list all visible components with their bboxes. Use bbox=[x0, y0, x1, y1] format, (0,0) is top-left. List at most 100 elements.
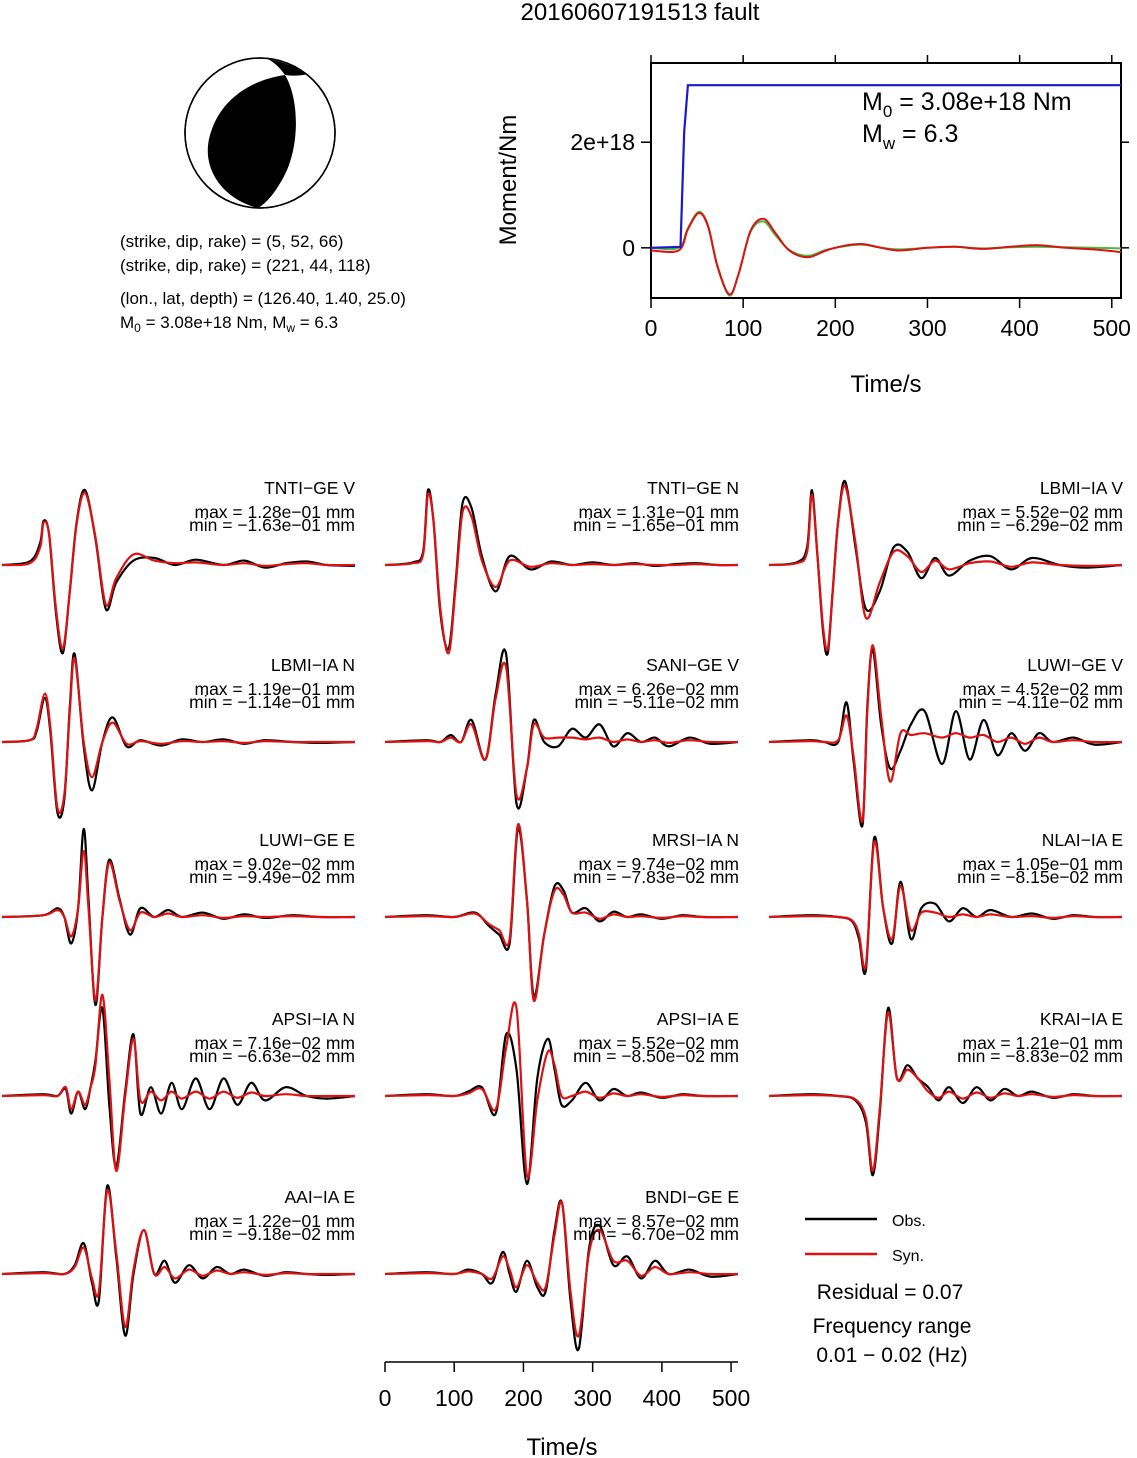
trace-max-label: max = 7.16e−02 mm bbox=[195, 1033, 356, 1053]
synthetic-waveform bbox=[384, 823, 739, 1002]
trace-max-label: max = 5.52e−02 mm bbox=[963, 502, 1124, 522]
residual-text: Residual = 0.07 bbox=[817, 1281, 964, 1304]
moment-xtick-label: 500 bbox=[1093, 315, 1131, 341]
trace-station-label: AAI−IA E bbox=[284, 1187, 355, 1207]
frequency-label: Frequency range bbox=[813, 1315, 972, 1338]
moment-ticks: 0 100 200 300 400 500 0 2e+18 bbox=[570, 55, 1131, 341]
frequency-value: 0.01 − 0.02 (Hz) bbox=[816, 1344, 967, 1367]
trace-station-label: LUWI−GE E bbox=[259, 830, 355, 850]
trace-station-label: TNTI−GE N bbox=[647, 478, 739, 498]
trace-max-label: max = 9.74e−02 mm bbox=[579, 854, 740, 874]
trace-min-label: min = −8.50e−02 mm bbox=[573, 1046, 739, 1066]
waveform-xtick-label: 100 bbox=[435, 1385, 473, 1411]
trace-station-label: NLAI−IA E bbox=[1042, 830, 1123, 850]
beachball-compressional-lens bbox=[207, 75, 296, 208]
moment-lines bbox=[650, 84, 1122, 297]
synthetic-waveform bbox=[1, 849, 356, 1002]
nodal-plane-1: (strike, dip, rake) = (5, 52, 66) bbox=[120, 232, 343, 251]
synthetic-waveform bbox=[1, 491, 356, 650]
moment-text: M0 = 3.08e+18 Nm, Mw = 6.3 bbox=[120, 313, 338, 335]
trace-max-label: max = 9.02e−02 mm bbox=[195, 854, 356, 874]
moment-xtick-label: 300 bbox=[908, 315, 946, 341]
synthetic-waveform bbox=[768, 1011, 1123, 1172]
trace-max-label: max = 1.21e−01 mm bbox=[963, 1033, 1124, 1053]
trace-max-label: max = 1.28e−01 mm bbox=[195, 502, 356, 522]
synthetic-waveform bbox=[1, 1188, 355, 1328]
trace-min-label: min = −6.29e−02 mm bbox=[957, 515, 1123, 535]
trace-max-label: max = 6.26e−02 mm bbox=[579, 679, 740, 699]
waveform-xlabel: Time/s bbox=[526, 1434, 597, 1458]
synthetic-waveform bbox=[384, 492, 739, 655]
moment-xtick-label: 100 bbox=[724, 315, 762, 341]
synthetic-waveform bbox=[1, 657, 355, 815]
synthetic-waveform bbox=[384, 1001, 739, 1179]
moment-ytick-label: 0 bbox=[622, 235, 635, 261]
moment-annotation-mw: Mw = 6.3 bbox=[862, 120, 958, 153]
legend: Obs. Syn. bbox=[805, 1213, 926, 1265]
trace-max-label: max = 1.31e−01 mm bbox=[579, 502, 740, 522]
nodal-plane-2: (strike, dip, rake) = (221, 44, 118) bbox=[120, 256, 371, 275]
location-text: (lon., lat, depth) = (126.40, 1.40, 25.0… bbox=[120, 289, 406, 308]
synthetic-waveform bbox=[384, 661, 739, 801]
trace-max-label: max = 8.57e−02 mm bbox=[579, 1211, 740, 1231]
synthetic-waveform bbox=[768, 644, 1123, 823]
trace-min-label: min = −9.18e−02 mm bbox=[189, 1224, 355, 1244]
moment-ytick-label: 2e+18 bbox=[570, 129, 635, 155]
waveform-xtick-label: 500 bbox=[712, 1385, 750, 1411]
trace-min-label: min = −8.83e−02 mm bbox=[957, 1046, 1123, 1066]
moment-rate-red-line bbox=[650, 212, 1122, 296]
trace-max-label: max = 1.19e−01 mm bbox=[195, 679, 356, 699]
trace-min-label: min = −5.11e−02 mm bbox=[574, 692, 739, 712]
synthetic-waveform bbox=[1, 993, 355, 1172]
trace-station-label: MRSI−IA N bbox=[652, 830, 739, 850]
trace-station-label: KRAI−IA E bbox=[1040, 1009, 1123, 1029]
synthetic-waveform bbox=[768, 840, 1123, 970]
trace-min-label: min = −1.63e−01 mm bbox=[189, 515, 355, 535]
beachball-compressional-wedge bbox=[268, 59, 308, 76]
legend-syn-label: Syn. bbox=[892, 1248, 924, 1265]
synthetic-waveform bbox=[768, 484, 1123, 652]
trace-min-label: min = −8.15e−02 mm bbox=[957, 867, 1123, 887]
moment-rate-green-line bbox=[650, 210, 1122, 297]
trace-min-label: min = −6.63e−02 mm bbox=[189, 1046, 355, 1066]
trace-station-label: TNTI−GE V bbox=[264, 478, 355, 498]
beachball bbox=[184, 57, 336, 209]
trace-min-label: min = −1.14e−01 mm bbox=[189, 692, 355, 712]
waveform-xtick-label: 400 bbox=[643, 1385, 681, 1411]
legend-obs-label: Obs. bbox=[892, 1213, 926, 1230]
moment-xtick-label: 400 bbox=[1000, 315, 1038, 341]
trace-station-label: SANI−GE V bbox=[646, 655, 739, 675]
waveform-xtick-label: 0 bbox=[379, 1385, 392, 1411]
trace-station-label: APSI−IA E bbox=[657, 1009, 739, 1029]
trace-station-label: BNDI−GE E bbox=[645, 1187, 739, 1207]
moment-ylabel: Moment/Nm bbox=[495, 115, 522, 246]
trace-min-label: min = −9.49e−02 mm bbox=[189, 867, 355, 887]
trace-max-label: max = 1.05e−01 mm bbox=[963, 854, 1124, 874]
observed-waveform bbox=[1, 1006, 356, 1168]
trace-max-label: max = 4.52e−02 mm bbox=[963, 679, 1124, 699]
trace-min-label: min = −4.11e−02 mm bbox=[958, 692, 1123, 712]
trace-min-label: min = −7.83e−02 mm bbox=[573, 867, 739, 887]
moment-plot-frame bbox=[650, 62, 1122, 299]
trace-max-label: max = 1.22e−01 mm bbox=[195, 1211, 356, 1231]
waveform-xtick-label: 200 bbox=[504, 1385, 542, 1411]
moment-xtick-label: 200 bbox=[816, 315, 854, 341]
waveform-xtick-label: 300 bbox=[573, 1385, 611, 1411]
observed-waveform bbox=[768, 648, 1123, 828]
